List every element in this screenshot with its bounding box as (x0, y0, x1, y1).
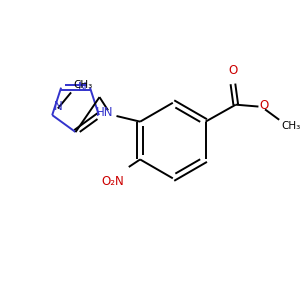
Text: CH₃: CH₃ (281, 121, 300, 131)
Text: HN: HN (96, 106, 114, 119)
Text: CH₃: CH₃ (73, 80, 92, 90)
Text: O₂N: O₂N (101, 175, 124, 188)
Text: N: N (54, 100, 63, 113)
Text: O: O (228, 64, 238, 77)
Text: N: N (77, 81, 86, 94)
Text: O: O (260, 99, 268, 112)
